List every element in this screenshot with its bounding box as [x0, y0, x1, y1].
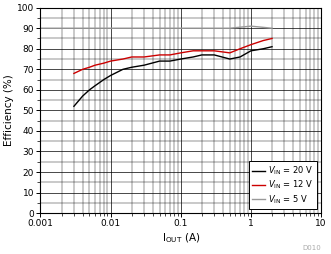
$V_{\mathrm{IN}}$ = 12 V — [93, 64, 97, 67]
$V_{\mathrm{IN}}$ = 20 V — [142, 64, 146, 67]
$V_{\mathrm{IN}}$ = 12 V — [270, 37, 274, 40]
$V_{\mathrm{IN}}$ = 20 V — [191, 55, 195, 58]
$V_{\mathrm{IN}}$ = 5 V — [98, 27, 102, 30]
$V_{\mathrm{IN}}$ = 20 V — [93, 84, 97, 87]
X-axis label: I$_\mathrm{OUT}$ (A): I$_\mathrm{OUT}$ (A) — [162, 231, 200, 245]
$V_{\mathrm{IN}}$ = 12 V — [228, 51, 232, 54]
Legend: $V_{\mathrm{IN}}$ = 20 V, $V_{\mathrm{IN}}$ = 12 V, $V_{\mathrm{IN}}$ = 5 V: $V_{\mathrm{IN}}$ = 20 V, $V_{\mathrm{IN… — [249, 162, 317, 209]
$V_{\mathrm{IN}}$ = 5 V — [158, 27, 162, 30]
$V_{\mathrm{IN}}$ = 12 V — [130, 55, 134, 58]
$V_{\mathrm{IN}}$ = 5 V — [249, 25, 253, 28]
$V_{\mathrm{IN}}$ = 12 V — [102, 62, 106, 65]
$V_{\mathrm{IN}}$ = 5 V — [228, 27, 232, 30]
$V_{\mathrm{IN}}$ = 20 V — [249, 49, 253, 52]
$V_{\mathrm{IN}}$ = 20 V — [200, 53, 204, 56]
$V_{\mathrm{IN}}$ = 20 V — [228, 57, 232, 60]
$V_{\mathrm{IN}}$ = 12 V — [121, 57, 125, 60]
$V_{\mathrm{IN}}$ = 12 V — [158, 53, 162, 56]
$V_{\mathrm{IN}}$ = 12 V — [238, 47, 242, 50]
$V_{\mathrm{IN}}$ = 5 V — [87, 27, 91, 30]
$V_{\mathrm{IN}}$ = 5 V — [179, 27, 183, 30]
$V_{\mathrm{IN}}$ = 20 V — [81, 94, 85, 98]
$V_{\mathrm{IN}}$ = 5 V — [109, 27, 113, 30]
$V_{\mathrm{IN}}$ = 20 V — [238, 55, 242, 58]
$V_{\mathrm{IN}}$ = 20 V — [212, 53, 216, 56]
$V_{\mathrm{IN}}$ = 5 V — [270, 27, 274, 30]
$V_{\mathrm{IN}}$ = 5 V — [72, 27, 76, 30]
$V_{\mathrm{IN}}$ = 5 V — [200, 27, 204, 30]
Y-axis label: Efficiency (%): Efficiency (%) — [4, 74, 14, 146]
$V_{\mathrm{IN}}$ = 20 V — [87, 88, 91, 91]
$V_{\mathrm{IN}}$ = 20 V — [72, 105, 76, 108]
$V_{\mathrm{IN}}$ = 12 V — [212, 49, 216, 52]
$V_{\mathrm{IN}}$ = 12 V — [179, 51, 183, 54]
Text: D010: D010 — [302, 245, 321, 251]
$V_{\mathrm{IN}}$ = 12 V — [87, 66, 91, 69]
$V_{\mathrm{IN}}$ = 20 V — [121, 68, 125, 71]
$V_{\mathrm{IN}}$ = 12 V — [72, 72, 76, 75]
$V_{\mathrm{IN}}$ = 20 V — [158, 59, 162, 62]
$V_{\mathrm{IN}}$ = 20 V — [168, 59, 172, 62]
$V_{\mathrm{IN}}$ = 5 V — [38, 27, 42, 30]
$V_{\mathrm{IN}}$ = 12 V — [142, 55, 146, 58]
Line: $V_{\mathrm{IN}}$ = 20 V: $V_{\mathrm{IN}}$ = 20 V — [74, 47, 272, 106]
Line: $V_{\mathrm{IN}}$ = 5 V: $V_{\mathrm{IN}}$ = 5 V — [40, 26, 272, 28]
$V_{\mathrm{IN}}$ = 12 V — [261, 39, 265, 42]
$V_{\mathrm{IN}}$ = 20 V — [130, 66, 134, 69]
$V_{\mathrm{IN}}$ = 12 V — [168, 53, 172, 56]
$V_{\mathrm{IN}}$ = 5 V — [130, 27, 134, 30]
$V_{\mathrm{IN}}$ = 20 V — [109, 74, 113, 77]
$V_{\mathrm{IN}}$ = 12 V — [81, 68, 85, 71]
$V_{\mathrm{IN}}$ = 12 V — [200, 49, 204, 52]
$V_{\mathrm{IN}}$ = 12 V — [109, 59, 113, 62]
$V_{\mathrm{IN}}$ = 20 V — [102, 78, 106, 81]
$V_{\mathrm{IN}}$ = 12 V — [249, 43, 253, 46]
Line: $V_{\mathrm{IN}}$ = 12 V: $V_{\mathrm{IN}}$ = 12 V — [74, 39, 272, 73]
$V_{\mathrm{IN}}$ = 20 V — [179, 57, 183, 60]
$V_{\mathrm{IN}}$ = 12 V — [191, 49, 195, 52]
$V_{\mathrm{IN}}$ = 20 V — [270, 45, 274, 48]
$V_{\mathrm{IN}}$ = 20 V — [261, 47, 265, 50]
